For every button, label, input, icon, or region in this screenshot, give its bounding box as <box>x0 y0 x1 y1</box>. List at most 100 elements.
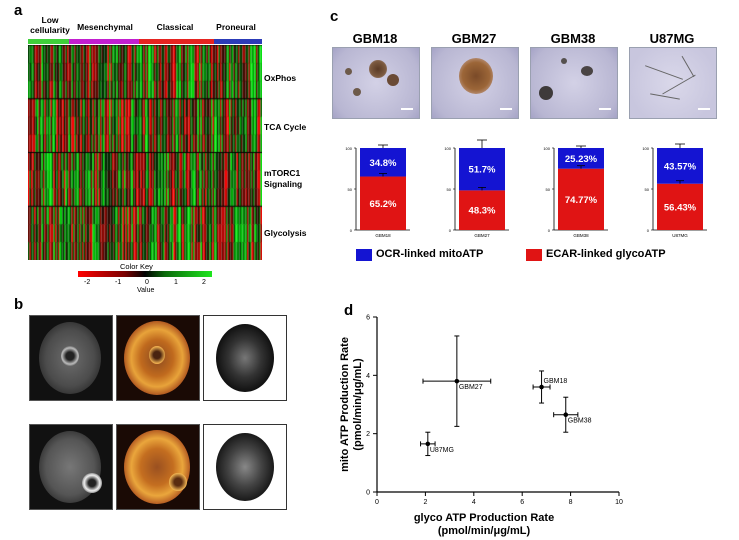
subtype-label-proneural: Proneural <box>216 22 256 32</box>
subtype-bar-proneural <box>214 39 262 44</box>
cell-line-title: GBM27 <box>451 31 497 46</box>
bar-y-tick-label: 50 <box>447 187 452 192</box>
scatter-point <box>454 378 460 384</box>
scatter-x-tick-label: 10 <box>615 499 623 506</box>
subtype-bar-low-cellularity <box>28 39 69 44</box>
subtype-label-classical: Classical <box>156 22 194 32</box>
mri-t1-image-2 <box>29 424 113 510</box>
subtype-label-mesenchymal: Mesenchymal <box>77 22 133 32</box>
bar-y-tick-label: 50 <box>348 187 353 192</box>
mri-t1-image-1 <box>29 315 113 401</box>
bar-y-tick-label: 100 <box>642 146 649 151</box>
scatter-x-label: glyco ATP Production Rate <box>414 512 554 524</box>
scatter-y-tick-label: 0 <box>366 490 370 497</box>
scatter-point-label: GBM38 <box>568 418 592 425</box>
scatter-point-label: U87MG <box>430 447 454 454</box>
ecar-bar-segment <box>558 168 604 230</box>
heatmap-row-tca-cycle: TCA Cycle <box>264 122 307 132</box>
bar-y-tick-label: 0 <box>647 228 650 233</box>
bar-x-label: GBM18 <box>375 233 391 238</box>
scatter-point <box>563 412 569 418</box>
scatter-point <box>539 384 544 390</box>
subtype-bar-classical <box>139 39 214 44</box>
ocr-percent-label: 43.57% <box>664 161 697 172</box>
scatter-x-tick-label: 6 <box>520 499 524 506</box>
scatter-x-tick-label: 0 <box>375 499 379 506</box>
ecar-bar-segment <box>459 190 505 230</box>
color-key-gradient <box>78 271 212 277</box>
scatter-y-tick-label: 4 <box>366 373 370 380</box>
micrograph-gbm27 <box>431 47 519 119</box>
bar-y-tick-label: 100 <box>543 146 550 151</box>
panel-letter-b: b <box>14 296 24 313</box>
scatter-x-tick-label: 8 <box>569 499 573 506</box>
color-key-tick: 0 <box>145 279 149 286</box>
bar-x-label: GBM38 <box>573 233 589 238</box>
panel-letter-c: c <box>330 8 339 25</box>
scatter-point <box>425 441 431 447</box>
color-key-title: Color Key <box>120 262 153 271</box>
ocr-percent-label: 34.8% <box>370 158 397 169</box>
ecar-percent-label: 74.77% <box>565 195 598 206</box>
scatter-y-tick-label: 2 <box>366 431 370 438</box>
cell-line-title: GBM38 <box>550 31 596 46</box>
scatter-point-label: GBM18 <box>544 378 568 385</box>
ocr-bar-segment <box>657 148 703 184</box>
cell-line-title: U87MG <box>649 31 695 46</box>
heatmap-row-oxphos: OxPhos <box>264 73 297 83</box>
pet-ct-fusion-image-1 <box>116 315 200 401</box>
subtype-bar-mesenchymal <box>69 39 139 44</box>
micrograph-gbm18 <box>332 47 420 119</box>
bar-y-tick-label: 50 <box>546 187 551 192</box>
scatter-y-label-units: (pmol/min/μg/mL) <box>352 358 364 451</box>
ecar-percent-label: 48.3% <box>469 206 496 217</box>
color-key-tick: -2 <box>84 279 91 286</box>
bar-y-tick-label: 0 <box>449 228 452 233</box>
ocr-bar-segment <box>360 148 406 177</box>
legend-swatch-ecar <box>526 249 542 261</box>
heatmap-row-glycolysis: Glycolysis <box>264 228 307 238</box>
panel-letter-a: a <box>14 2 23 19</box>
ecar-percent-label: 56.43% <box>664 202 697 213</box>
pet-ct-fusion-image-2 <box>116 424 200 510</box>
scatter-y-label-group: mito ATP Production Rate (pmol/min/μg/mL) <box>339 337 364 472</box>
atp-fraction-bar-charts: 0 50 100 34.8% 65.2% GBM18 0 50 100 51.7% 48.3% GBM… <box>345 139 707 238</box>
scatter-x-label-units: (pmol/min/μg/mL) <box>438 525 531 537</box>
heatmap-matrix <box>28 45 262 260</box>
scatter-x-tick-label: 2 <box>423 499 427 506</box>
cell-line-title: GBM18 <box>352 31 398 46</box>
scatter-x-tick-label: 4 <box>472 499 476 506</box>
legend-label-ecar: ECAR-linked glycoATP <box>546 248 666 260</box>
pet-grayscale-image-2 <box>203 424 287 510</box>
ecar-bar-segment <box>360 176 406 230</box>
micrograph-gbm38 <box>530 47 618 119</box>
bar-x-label: GBM27 <box>474 233 490 238</box>
heatmap-row-mtorc1-signaling: mTORC1 Signaling <box>264 168 303 189</box>
scatter-y-tick-label: 6 <box>366 315 370 322</box>
scatter-point-label: GBM27 <box>459 384 483 391</box>
color-key-tick: 2 <box>202 279 206 286</box>
ocr-percent-label: 51.7% <box>469 165 496 176</box>
ocr-bar-segment <box>558 148 604 169</box>
bar-y-tick-label: 0 <box>350 228 353 233</box>
bar-x-label: U87MG <box>672 233 688 238</box>
color-key-tick: 1 <box>174 279 178 286</box>
legend-label-ocr: OCR-linked mitoATP <box>376 248 484 260</box>
color-key-ticks: -2 -1 0 1 2 <box>84 279 208 287</box>
micrograph-u87mg <box>629 47 717 119</box>
ecar-percent-label: 65.2% <box>370 199 397 210</box>
bar-y-tick-label: 100 <box>345 146 352 151</box>
scatter-y-label: mito ATP Production Rate <box>339 337 351 472</box>
ocr-percent-label: 25.23% <box>565 154 598 165</box>
atp-production-scatter: 0 2 4 6 8 10 0 2 4 6 GBM27 GBM18 GBM38 U87MG glyco ATP… <box>339 315 623 538</box>
subtype-label-low-cellularity: Low cellularity <box>30 15 70 35</box>
panel-letter-d: d <box>344 302 354 319</box>
bar-y-tick-label: 100 <box>444 146 451 151</box>
legend-swatch-ocr <box>356 249 372 261</box>
color-key-tick: -1 <box>115 279 122 286</box>
ecar-bar-segment <box>657 183 703 230</box>
bar-y-tick-label: 50 <box>645 187 650 192</box>
ocr-bar-segment <box>459 148 505 191</box>
pet-grayscale-image-1 <box>203 315 287 401</box>
color-key-xlabel: Value <box>137 287 155 294</box>
